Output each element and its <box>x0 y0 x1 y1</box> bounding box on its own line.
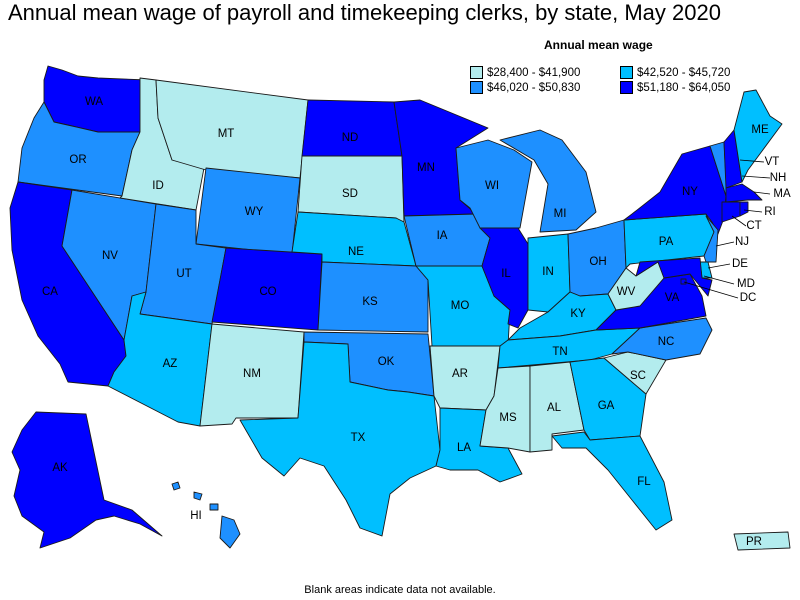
label-IL: IL <box>501 268 511 280</box>
state-MI[interactable] <box>499 129 597 233</box>
label-UT: UT <box>176 268 191 280</box>
state-IL[interactable] <box>479 227 529 329</box>
label-NV: NV <box>102 250 118 262</box>
label-VA: VA <box>665 292 680 304</box>
label-WY: WY <box>245 206 264 218</box>
legend-label-q4: $51,180 - $64,050 <box>637 81 731 94</box>
label-AK: AK <box>52 462 68 474</box>
label-MO: MO <box>451 300 470 312</box>
label-MT: MT <box>218 128 235 140</box>
label-OK: OK <box>378 356 395 368</box>
label-WI: WI <box>485 180 499 192</box>
legend-swatch-q3 <box>470 81 483 94</box>
state-AK[interactable] <box>11 411 163 549</box>
legend-item-q1: $28,400 - $41,900 <box>470 66 580 79</box>
legend-item-q3: $46,020 - $50,830 <box>470 81 580 94</box>
label-HI: HI <box>190 510 202 522</box>
label-MI: MI <box>554 208 567 220</box>
legend-item-q4: $51,180 - $64,050 <box>620 81 730 94</box>
state-HI[interactable] <box>171 481 241 549</box>
state-FL[interactable] <box>551 431 673 531</box>
label-CA: CA <box>42 286 58 298</box>
label-MA: MA <box>773 188 791 200</box>
legend-item-q2: $42,520 - $45,720 <box>620 66 730 79</box>
state-WI[interactable] <box>455 139 533 229</box>
label-WA: WA <box>85 96 103 108</box>
label-SD: SD <box>342 188 358 200</box>
label-TN: TN <box>552 346 567 358</box>
legend-label-q2: $42,520 - $45,720 <box>637 66 731 79</box>
state-MA[interactable] <box>725 183 763 203</box>
state-DC[interactable] <box>680 278 687 285</box>
legend-swatch-q1 <box>470 66 483 79</box>
state-ME[interactable] <box>733 89 783 183</box>
label-PR: PR <box>746 536 762 548</box>
label-NH: NH <box>770 172 787 184</box>
label-SC: SC <box>630 370 646 382</box>
legend-swatch-q4 <box>620 81 633 94</box>
state-MD[interactable] <box>635 257 713 297</box>
label-CO: CO <box>259 286 276 298</box>
label-NE: NE <box>348 246 364 258</box>
label-IA: IA <box>437 230 448 242</box>
state-KS[interactable] <box>317 261 429 333</box>
footnote: Blank areas indicate data not available. <box>304 584 496 596</box>
label-NM: NM <box>243 368 261 380</box>
label-CT: CT <box>746 220 761 232</box>
state-PR[interactable] <box>733 531 791 551</box>
label-IN: IN <box>542 266 554 278</box>
state-TX[interactable] <box>239 341 441 537</box>
label-NJ: NJ <box>735 236 749 248</box>
label-AL: AL <box>547 402 562 414</box>
label-DE: DE <box>732 258 748 270</box>
label-AZ: AZ <box>163 358 178 370</box>
label-MN: MN <box>417 162 435 174</box>
label-DC: DC <box>740 292 757 304</box>
legend-label-q3: $46,020 - $50,830 <box>487 81 581 94</box>
state-ND[interactable] <box>301 99 403 157</box>
label-PA: PA <box>659 236 674 248</box>
legend-title: Annual mean wage <box>544 38 653 52</box>
label-MS: MS <box>499 412 517 424</box>
label-ME: ME <box>751 124 769 136</box>
label-AR: AR <box>452 368 468 380</box>
state-CT[interactable] <box>721 201 741 223</box>
label-TX: TX <box>351 432 366 444</box>
legend-swatch-q2 <box>620 66 633 79</box>
label-FL: FL <box>637 476 651 488</box>
label-KY: KY <box>570 308 586 320</box>
label-KS: KS <box>362 296 378 308</box>
label-NY: NY <box>682 186 698 198</box>
label-ND: ND <box>342 132 359 144</box>
label-LA: LA <box>457 442 471 454</box>
label-OR: OR <box>69 154 86 166</box>
legend-label-q1: $28,400 - $41,900 <box>487 66 581 79</box>
label-RI: RI <box>764 206 776 218</box>
label-MD: MD <box>737 278 755 290</box>
label-VT: VT <box>765 156 780 168</box>
map-title: Annual mean wage of payroll and timekeep… <box>8 0 721 25</box>
label-OH: OH <box>589 256 606 268</box>
label-GA: GA <box>598 400 615 412</box>
label-ID: ID <box>152 180 164 192</box>
state-RI[interactable] <box>739 201 749 217</box>
label-WV: WV <box>617 286 636 298</box>
label-NC: NC <box>658 336 675 348</box>
